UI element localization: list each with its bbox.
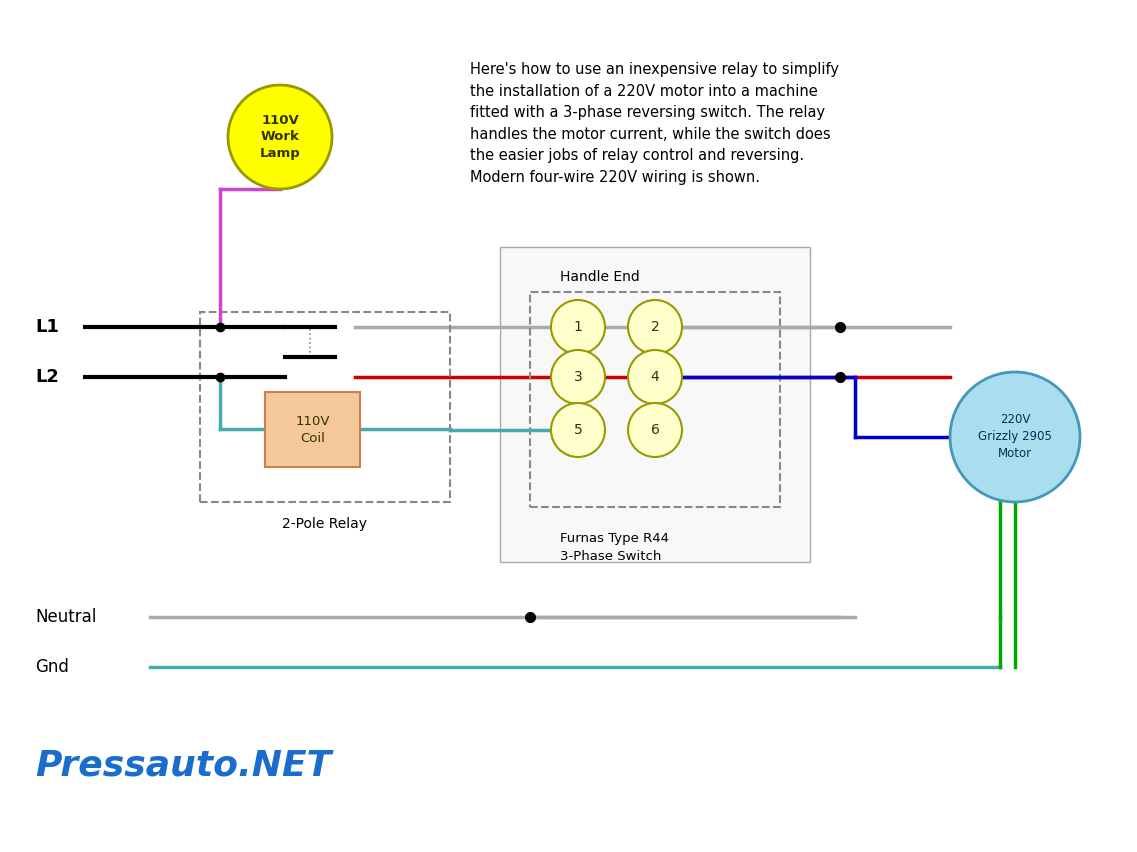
Text: L2: L2 [35,368,59,386]
Text: 2-Pole Relay: 2-Pole Relay [282,517,367,531]
Circle shape [551,403,605,457]
Circle shape [229,85,332,189]
FancyBboxPatch shape [500,247,810,562]
Text: 4: 4 [650,370,659,384]
Text: Furnas Type R44
3-Phase Switch: Furnas Type R44 3-Phase Switch [561,532,669,563]
FancyBboxPatch shape [265,392,360,467]
Circle shape [628,300,682,354]
Text: 2: 2 [650,320,659,334]
Text: 220V
Grizzly 2905
Motor: 220V Grizzly 2905 Motor [978,413,1052,460]
Circle shape [628,403,682,457]
Text: 5: 5 [574,423,582,437]
Text: 6: 6 [650,423,659,437]
Circle shape [551,300,605,354]
Circle shape [951,372,1080,502]
Text: Pressauto.NET: Pressauto.NET [35,748,331,782]
Text: 3: 3 [574,370,582,384]
Text: Here's how to use an inexpensive relay to simplify
the installation of a 220V mo: Here's how to use an inexpensive relay t… [470,62,839,185]
Text: Handle End: Handle End [561,270,640,284]
Text: 110V
Coil: 110V Coil [296,415,330,445]
Circle shape [551,350,605,404]
Circle shape [628,350,682,404]
Text: Gnd: Gnd [35,658,69,676]
Text: Neutral: Neutral [35,608,97,626]
Text: 1: 1 [573,320,582,334]
Text: L1: L1 [35,318,59,336]
Text: 110V
Work
Lamp: 110V Work Lamp [259,113,300,160]
